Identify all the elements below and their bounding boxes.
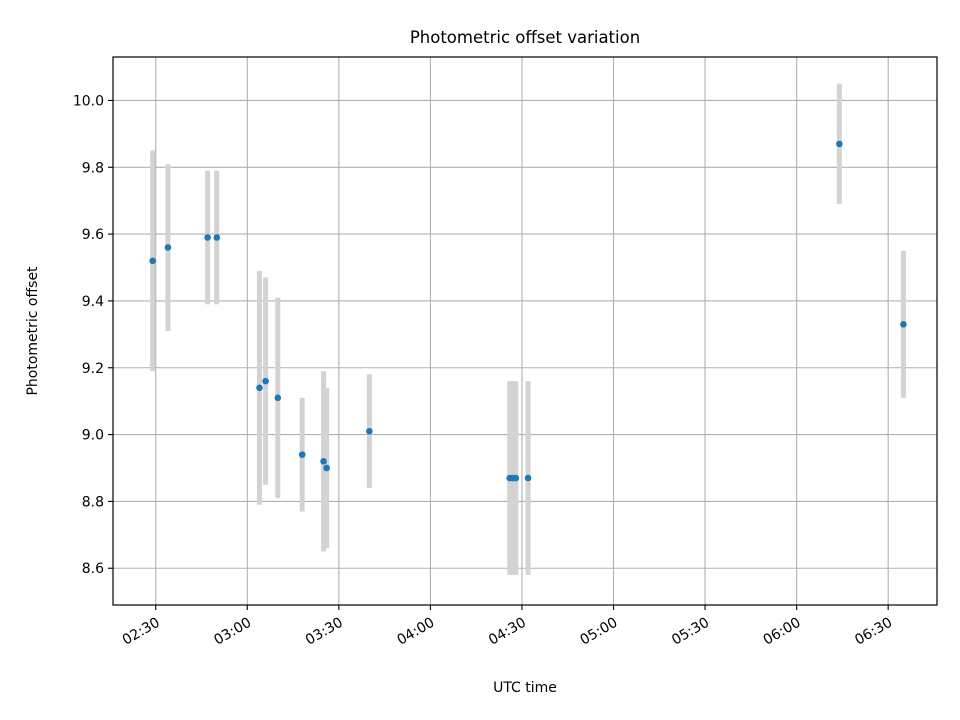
y-tick-label: 9.8 xyxy=(82,160,104,176)
y-tick-label: 10.0 xyxy=(73,93,104,109)
y-axis-label: Photometric offset xyxy=(25,266,41,396)
data-point xyxy=(836,140,843,148)
data-point xyxy=(320,458,327,465)
y-tick-label: 9.2 xyxy=(82,361,104,377)
plot-frame xyxy=(112,56,938,606)
y-tick-label: 9.4 xyxy=(82,294,104,310)
y-tick-label: 9.0 xyxy=(82,428,104,444)
data-point xyxy=(149,257,156,265)
x-tick-label: 03:00 xyxy=(211,615,254,649)
x-tick-label: 03:30 xyxy=(303,615,346,649)
axis-ticks: 02:30 03:00 03:30 04:00 04:30 05:00 05:30 06:00… xyxy=(73,93,895,648)
data-point xyxy=(524,474,532,482)
x-tick-label: 06:00 xyxy=(761,615,804,649)
x-tick-label: 05:30 xyxy=(669,615,712,649)
x-tick-label: 04:00 xyxy=(394,615,437,649)
data-point xyxy=(213,234,221,241)
y-tick-label: 9.6 xyxy=(82,227,104,243)
data-points xyxy=(149,140,907,482)
x-tick-label: 02:30 xyxy=(120,615,163,649)
chart-title: Photometric offset variation xyxy=(410,28,640,47)
data-point xyxy=(298,451,306,458)
x-tick-label: 06:30 xyxy=(852,615,895,649)
data-point xyxy=(900,321,907,328)
grid-lines xyxy=(113,57,937,605)
data-point xyxy=(274,394,282,402)
x-tick-label: 04:30 xyxy=(486,615,529,649)
data-point xyxy=(262,377,269,385)
data-point xyxy=(366,427,373,435)
data-point xyxy=(323,464,330,472)
x-tick-label: 05:00 xyxy=(578,615,621,649)
data-point xyxy=(256,384,263,392)
data-point xyxy=(204,234,211,241)
x-axis-label: UTC time xyxy=(493,680,557,696)
data-point xyxy=(512,474,520,482)
data-point xyxy=(164,244,172,251)
y-tick-label: 8.8 xyxy=(82,494,104,510)
y-tick-label: 8.6 xyxy=(82,561,104,577)
